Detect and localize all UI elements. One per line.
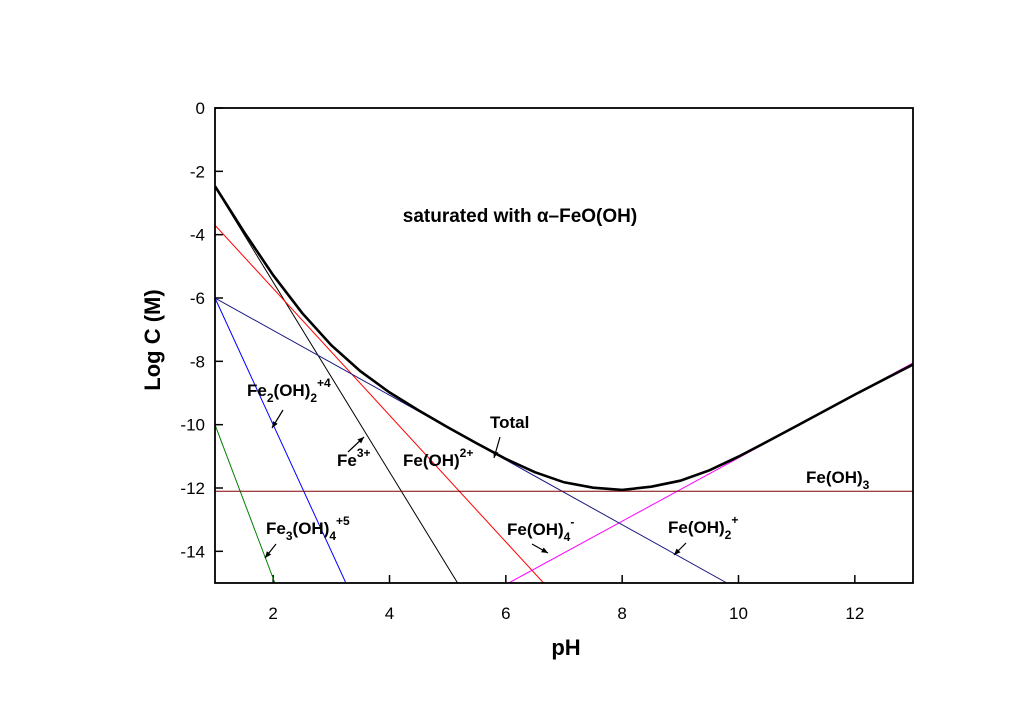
series-label-part: Fe(OH) — [668, 518, 725, 537]
series-label-part: 3+ — [357, 446, 371, 460]
series-line — [215, 186, 459, 583]
series-label-part: Fe — [247, 381, 267, 400]
series-label-part: (OH) — [293, 519, 330, 538]
arrow-head — [272, 421, 278, 428]
arrow-head — [265, 551, 272, 558]
series-label-part: (OH) — [274, 381, 311, 400]
series-label: Fe(OH)4- — [507, 515, 574, 544]
series-line — [215, 185, 913, 492]
chart-title: saturated with α–FeO(OH) — [403, 206, 637, 227]
series-label: Fe(OH)2+ — [403, 446, 473, 470]
y-tick-label: -6 — [190, 289, 205, 308]
series-label-part: Fe(OH) — [507, 520, 564, 539]
series-label-part: 2+ — [460, 446, 474, 460]
series-label-part: Fe — [266, 519, 286, 538]
series-label-part: 4 — [564, 530, 571, 544]
series-line — [215, 224, 544, 583]
y-tick-label: -4 — [190, 226, 205, 245]
arrow-head — [541, 547, 548, 553]
x-tick-label: 6 — [501, 604, 510, 623]
series-label-part: 4 — [329, 529, 336, 543]
y-tick-label: -8 — [190, 352, 205, 371]
series-label-part: 2 — [725, 528, 732, 542]
series-line — [215, 424, 276, 583]
x-tick-label: 12 — [845, 604, 864, 623]
series-label-part: Total — [490, 413, 529, 432]
y-tick-label: -12 — [180, 479, 205, 498]
series-line — [215, 297, 347, 583]
arrow-head — [357, 437, 364, 444]
series-label: Fe(OH)2+ — [668, 513, 738, 542]
series-label-part: +4 — [317, 376, 331, 390]
series-label-part: 2 — [267, 391, 274, 405]
series-label-part: 2 — [310, 391, 317, 405]
y-tick-label: 0 — [196, 99, 205, 118]
series-label: Fe(OH)3 — [806, 468, 870, 492]
y-tick-label: -2 — [190, 162, 205, 181]
series-label-part: - — [570, 515, 574, 529]
x-tick-label: 8 — [617, 604, 626, 623]
x-tick-label: 2 — [268, 604, 277, 623]
arrow-head — [493, 451, 499, 458]
series-label: Total — [490, 413, 529, 432]
series-label-part: Fe — [337, 451, 357, 470]
series-label-part: 3 — [286, 529, 293, 543]
x-tick-label: 4 — [385, 604, 394, 623]
y-tick-label: -10 — [180, 416, 205, 435]
series-label: Fe2(OH)2+4 — [247, 376, 331, 405]
series-label-part: Fe(OH) — [403, 451, 460, 470]
y-tick-label: -14 — [180, 542, 205, 561]
series-label-part: 3 — [863, 478, 870, 492]
series-label-part: + — [731, 513, 738, 527]
series-label: Fe3+ — [337, 446, 371, 470]
arrow-head — [674, 548, 681, 555]
y-axis-label: Log C (M) — [140, 289, 165, 390]
x-tick-label: 10 — [729, 604, 748, 623]
x-axis-label: pH — [551, 635, 580, 660]
plot-frame — [214, 107, 914, 584]
series-label-part: Fe(OH) — [806, 468, 863, 487]
series-label: Fe3(OH)4+5 — [266, 514, 350, 543]
series-label-part: +5 — [336, 514, 350, 528]
